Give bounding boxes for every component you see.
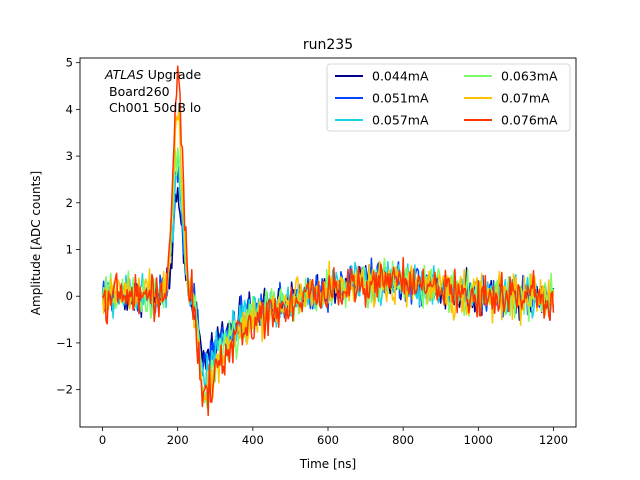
legend-label: 0.076mA [501, 113, 558, 128]
y-tick-label: 4 [66, 102, 73, 116]
y-tick-label: 3 [66, 149, 73, 163]
chart-title: run235 [303, 37, 353, 53]
legend-label: 0.044mA [372, 69, 429, 84]
y-axis-label: Amplitude [ADC counts] [29, 171, 43, 315]
legend-label: 0.051mA [372, 91, 429, 106]
legend-label: 0.07mA [501, 91, 550, 106]
annotation-channel: Ch001 50dB lo [109, 100, 201, 115]
series-line-0.076mA [101, 65, 555, 417]
x-axis-label: Time [ns] [299, 457, 356, 471]
x-tick-label: 1200 [539, 433, 568, 447]
y-tick-label: 0 [66, 289, 73, 303]
x-tick-label: 0 [99, 433, 106, 447]
legend-label: 0.057mA [372, 113, 429, 128]
y-tick-label: −2 [56, 383, 73, 397]
annotation-board: Board260 [109, 84, 170, 99]
x-tick-label: 600 [317, 433, 339, 447]
svg-text:ATLAS Upgrade: ATLAS Upgrade [104, 67, 201, 82]
x-tick-label: 1000 [464, 433, 493, 447]
y-tick-label: −1 [56, 336, 73, 350]
legend-label: 0.063mA [501, 69, 558, 84]
y-tick-label: 5 [66, 56, 73, 70]
x-tick-label: 800 [392, 433, 414, 447]
x-tick-label: 400 [242, 433, 264, 447]
annotation-atlas: ATLAS [104, 67, 144, 82]
annotation-upgrade: Upgrade [144, 67, 202, 82]
y-tick-label: 1 [66, 243, 73, 257]
legend: 0.044mA 0.051mA 0.057mA 0.063mA 0.07mA 0.076m… [326, 63, 571, 132]
x-tick-label: 200 [167, 433, 189, 447]
y-tick-label: 2 [66, 196, 73, 210]
legend-box [326, 63, 571, 132]
atlas-annotation: ATLAS Upgrade Board260 Ch001 50dB lo [104, 67, 201, 115]
